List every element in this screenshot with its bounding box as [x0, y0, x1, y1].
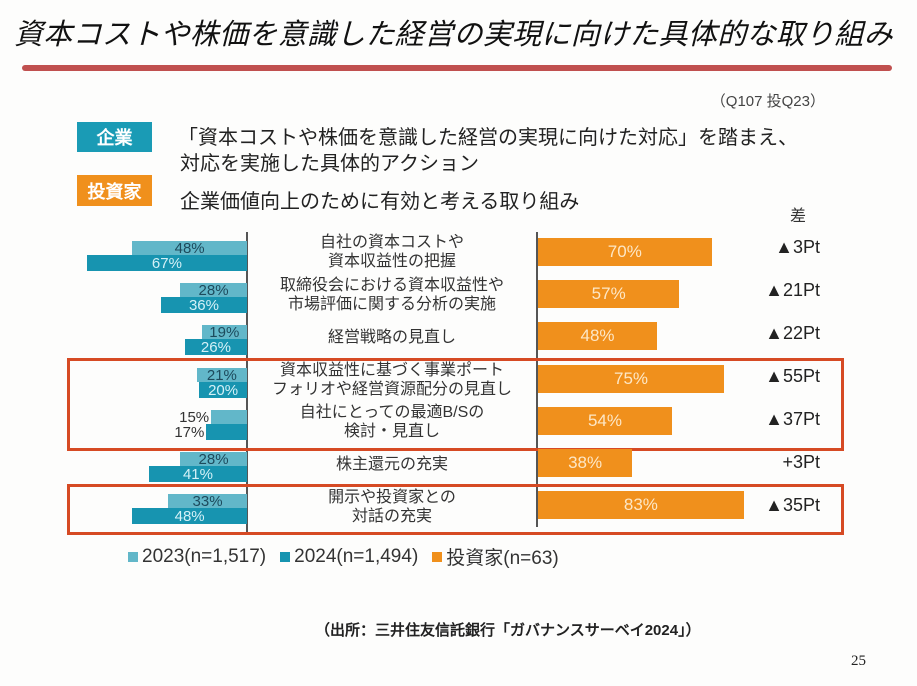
category-label: 自社の資本コストや 資本収益性の把握 — [319, 234, 464, 270]
value-label-investor: 83% — [623, 495, 658, 515]
value-label-investor: 48% — [580, 326, 615, 346]
bar-investor — [538, 280, 680, 309]
chart-legend: 2023(n=1,517) 2024(n=1,494) 投資家(n=63) — [128, 543, 559, 570]
company-badge-label: 企業 — [96, 128, 133, 148]
value-label-2024: 20% — [208, 381, 239, 399]
value-label-2023: 21% — [206, 366, 237, 384]
bar-2024 — [199, 381, 247, 398]
title-underline — [22, 65, 892, 71]
value-label-2023: 33% — [192, 493, 223, 511]
bar-2023 — [196, 367, 247, 382]
legend-item-2023: 2023(n=1,517) — [128, 543, 266, 570]
right-axis-line — [536, 232, 538, 527]
bar-2023 — [180, 283, 247, 298]
legend-swatch-2024 — [280, 551, 291, 562]
value-label-2023: 19% — [209, 324, 240, 342]
page-number: 25 — [851, 653, 866, 669]
difference-label: ▲37Pt — [765, 409, 820, 429]
investor-description: 企業価値向上のために有効と考える取り組み — [180, 191, 580, 213]
category-label: 資本収益性に基づく事業ポート フォリオや経営資源配分の見直し — [271, 361, 512, 398]
value-label-2024: 48% — [174, 508, 205, 526]
value-label-2023: 48% — [174, 240, 205, 257]
difference-label: +3Pt — [782, 452, 820, 472]
bar-investor — [538, 491, 744, 520]
company-description-line2: 対応を実施した具体的アクション — [180, 153, 479, 175]
bar-2024 — [184, 339, 247, 356]
legend-label-2024: 2024(n=1,494) — [294, 545, 419, 567]
difference-label: ▲35Pt — [765, 495, 820, 515]
legend-label-investor: 投資家(n=63) — [446, 548, 559, 569]
value-label-2023: 28% — [198, 451, 229, 468]
value-label-2024: 36% — [188, 297, 219, 315]
question-reference: （Q107 投Q23） — [710, 93, 825, 110]
bar-investor — [538, 322, 658, 351]
value-label-2023: 28% — [198, 282, 229, 300]
category-label: 株主還元の充実 — [335, 456, 448, 473]
bar-2023 — [180, 452, 247, 466]
investor-badge-label: 投資家 — [87, 181, 142, 202]
investor-badge: 投資家 — [77, 175, 152, 206]
legend-label-2023: 2023(n=1,517) — [142, 545, 267, 567]
difference-label: ▲22Pt — [765, 323, 820, 343]
difference-label: ▲3Pt — [775, 237, 820, 257]
left-axis-line — [246, 232, 248, 532]
category-label: 開示や投資家との 対話の充実 — [328, 489, 456, 525]
difference-label: ▲55Pt — [765, 366, 820, 386]
category-label: 経営戦略の見直し — [327, 328, 456, 346]
legend-item-2024: 2024(n=1,494) — [280, 543, 418, 570]
slide-title: 資本コストや株価を意識した経営の実現に向けた具体的な取り組み — [14, 19, 894, 51]
value-label-investor: 57% — [591, 284, 626, 304]
value-label-investor: 38% — [568, 453, 603, 472]
bar-2023 — [168, 494, 247, 509]
category-label: 自社にとっての最適B/Sの 検討・見直し — [299, 404, 485, 440]
category-label: 取締役会における資本収益性や 市場評価に関する分析の実施 — [279, 276, 504, 313]
bar-2023 — [201, 325, 247, 340]
bar-2024 — [86, 255, 247, 271]
value-label-2024: 17% — [174, 423, 205, 441]
legend-item-investor: 投資家(n=63) — [432, 543, 559, 570]
legend-swatch-investor — [432, 551, 443, 562]
highlight-box — [67, 357, 844, 451]
difference-column-header: 差 — [790, 208, 807, 225]
bar-investor — [538, 238, 712, 266]
value-label-investor: 70% — [607, 242, 642, 261]
bar-investor — [538, 406, 672, 435]
bar-2023 — [132, 241, 247, 255]
value-label-2024: 26% — [200, 339, 231, 357]
source-note: （出所：三井住友信託銀行「ガバナンスサーベイ2024」） — [315, 622, 701, 639]
bar-2024 — [149, 466, 247, 482]
bar-investor — [538, 449, 633, 477]
company-description-line1: 「資本コストや株価を意識した経営の実現に向けた対応」を踏まえ、 — [178, 127, 798, 149]
bar-2024 — [132, 508, 247, 525]
value-label-2024: 67% — [151, 255, 182, 272]
highlight-box — [67, 484, 844, 536]
legend-swatch-2023 — [128, 551, 138, 562]
value-label-investor: 75% — [613, 368, 649, 388]
value-label-2024: 41% — [182, 466, 213, 483]
company-badge: 企業 — [77, 122, 152, 152]
value-label-investor: 54% — [587, 410, 622, 430]
bar-2024 — [160, 297, 247, 314]
difference-label: ▲21Pt — [765, 280, 820, 300]
bar-2023 — [211, 409, 247, 424]
bar-2024 — [206, 423, 247, 440]
value-label-2023: 15% — [179, 408, 210, 426]
bar-investor — [538, 364, 724, 393]
